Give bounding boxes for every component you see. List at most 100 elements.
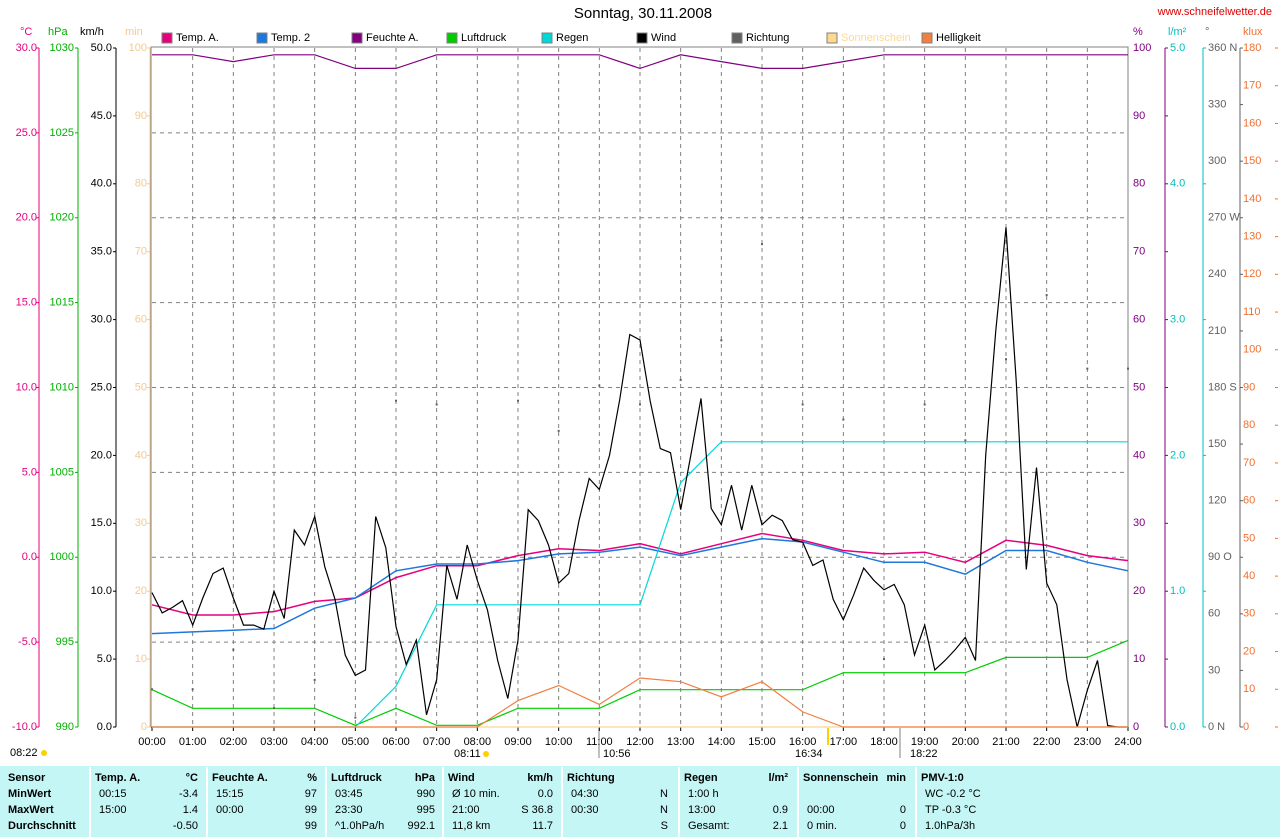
dot [801, 403, 804, 406]
y-tick-label: 1020 [50, 212, 74, 224]
legend-swatch [921, 32, 933, 44]
y-tick-label: 110 [1243, 306, 1261, 318]
y-tick-label: 330 [1208, 98, 1226, 110]
y-tick-label: 40.0 [91, 178, 112, 190]
dot [883, 658, 885, 661]
annotation: 16:34 [795, 748, 823, 760]
y-tick-label: 20 [1243, 645, 1255, 657]
legend-label: Luftdruck [461, 32, 507, 44]
y-tick-label: 5.0 [97, 653, 112, 665]
y-tick-label: 50.0 [91, 42, 112, 54]
dot [435, 403, 438, 406]
y-tick-label: 4.0 [1170, 178, 1185, 190]
dot [191, 688, 194, 691]
x-tick-label: 00:00 [138, 736, 166, 748]
y-tick-label: 270 W [1208, 212, 1240, 224]
x-tick-label: 18:00 [870, 736, 898, 748]
dot [964, 439, 967, 442]
y-tick-label: 180 S [1208, 381, 1237, 393]
axis-label: hPa [48, 26, 68, 38]
table-cell: Ø 10 min. [452, 788, 500, 800]
table-value: 0.9 [773, 804, 788, 816]
series-line [151, 639, 1129, 726]
legend-swatch [256, 32, 268, 44]
series-line [152, 677, 1128, 728]
y-tick-label: 1005 [50, 466, 74, 478]
y-tick-label: 10 [1243, 683, 1255, 695]
table-value: -0.50 [173, 820, 198, 832]
y-tick-label: 10.0 [91, 585, 112, 597]
table-value: 992.1 [407, 820, 435, 832]
y-tick-label: 30 [135, 517, 147, 529]
y-tick-label: 50 [1243, 532, 1255, 544]
x-tick-label: 19:00 [911, 736, 939, 748]
y-tick-label: 300 [1208, 155, 1226, 167]
table-header: Sonnenschein [803, 772, 878, 784]
y-tick-label: 130 [1243, 231, 1261, 243]
table-unit: min [886, 772, 906, 784]
dot [1086, 367, 1089, 370]
legend-label: Regen [556, 32, 588, 44]
series-line [152, 54, 1128, 70]
y-tick-label: 90 [1133, 110, 1145, 122]
dot [395, 399, 397, 402]
legend-label: Feuchte A. [366, 32, 419, 44]
y-tick-label: -5.0 [18, 636, 37, 648]
dot [273, 707, 275, 710]
table-cell: 00:15 [99, 788, 127, 800]
y-tick-label: 0 [141, 721, 147, 733]
table-header: Temp. A. [95, 772, 140, 784]
x-tick-label: 07:00 [423, 736, 451, 748]
table-header: Sensor [8, 772, 46, 784]
legend-swatch [351, 32, 363, 44]
y-tick-label: 1000 [50, 551, 74, 563]
table-cell: 15:15 [216, 788, 244, 800]
y-tick-label: 5.0 [1170, 42, 1185, 54]
y-tick-label: 1.0 [1170, 585, 1185, 597]
y-tick-label: 0.0 [22, 551, 37, 563]
axis-label: % [1133, 26, 1143, 38]
axis-label: ° [1205, 26, 1209, 38]
dot [476, 599, 479, 602]
dot [761, 243, 763, 246]
table-cell: TP -0.3 °C [925, 804, 976, 816]
legend-swatch [826, 32, 838, 44]
y-tick-label: 990 [56, 721, 74, 733]
table-cell: 11,8 km [452, 820, 490, 832]
dot [1045, 294, 1048, 297]
table-cell: 03:45 [335, 788, 363, 800]
y-tick-label: 45.0 [91, 110, 112, 122]
x-tick-label: 16:00 [789, 736, 817, 748]
source: www.schneifelwetter.de [1157, 6, 1272, 18]
table-unit: km/h [527, 772, 553, 784]
y-tick-label: 100 [1133, 42, 1151, 54]
x-tick-label: 06:00 [382, 736, 410, 748]
y-tick-label: 0 [1243, 721, 1249, 733]
x-tick-label: 05:00 [342, 736, 370, 748]
y-tick-label: 100 [129, 42, 147, 54]
legend-label: Sonnenschein [841, 32, 911, 44]
y-tick-label: 100 [1243, 344, 1261, 356]
x-tick-label: 17:00 [830, 736, 858, 748]
y-tick-label: 50 [135, 381, 147, 393]
y-tick-label: 70 [1133, 246, 1145, 258]
dot [720, 339, 723, 342]
annotation: 08:22 [10, 747, 38, 759]
y-tick-label: 10 [1133, 653, 1145, 665]
legend-swatch [731, 32, 743, 44]
dot [313, 678, 316, 681]
series-line [151, 537, 1129, 635]
dot [1127, 367, 1129, 370]
y-tick-label: 0.0 [1170, 721, 1185, 733]
table-cell: WC -0.2 °C [925, 788, 981, 800]
axis-label: °C [20, 26, 32, 38]
y-tick-label: 90 [1243, 381, 1255, 393]
y-tick-label: 30 [1208, 664, 1220, 676]
x-tick-label: 13:00 [667, 736, 695, 748]
x-tick-label: 03:00 [260, 736, 288, 748]
x-tick-label: 10:00 [545, 736, 573, 748]
table-cell: 21:00 [452, 804, 480, 816]
y-tick-label: 30 [1243, 608, 1255, 620]
table-value: 0.0 [538, 788, 553, 800]
table-unit: l/m² [768, 772, 788, 784]
